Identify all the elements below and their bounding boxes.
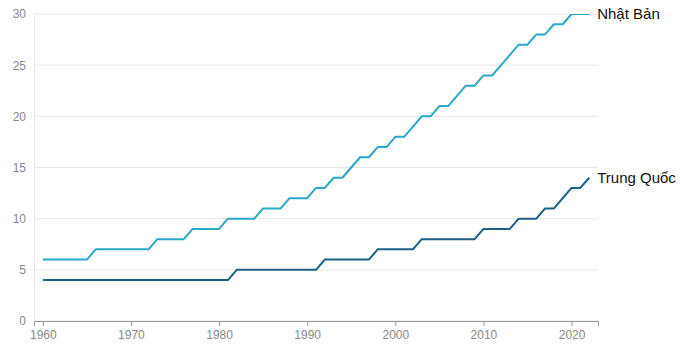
y-tick-label: 0 <box>19 314 26 328</box>
y-axis-line <box>34 15 35 322</box>
x-axis-line <box>35 322 599 327</box>
x-tick: 1970 <box>118 321 145 342</box>
y-tick: 30 <box>13 7 34 21</box>
x-tick-label: 2010 <box>471 328 498 342</box>
chart: 0 5 10 15 20 25 30 1960 1970 1980 1990 2000 2010 2020… <box>0 0 680 350</box>
x-tick-label: 1960 <box>30 328 57 342</box>
y-tick: 15 <box>13 161 34 175</box>
y-tick-label: 5 <box>19 263 26 277</box>
x-tick-mark <box>219 321 220 326</box>
y-tick-label: 20 <box>13 110 27 124</box>
y-tick-label: 30 <box>13 7 27 21</box>
y-tick: 5 <box>19 263 34 277</box>
x-tick-label: 2000 <box>382 328 409 342</box>
x-tick-mark <box>483 321 484 326</box>
x-tick: 1990 <box>294 321 321 342</box>
grid-line <box>34 14 598 15</box>
series-label: Trung Quốc <box>597 169 676 186</box>
x-tick-label: 1990 <box>294 328 321 342</box>
grid-line <box>34 65 598 66</box>
x-tick-mark <box>131 321 132 326</box>
grid-line <box>34 167 598 168</box>
x-tick: 2010 <box>471 321 498 342</box>
plot-area <box>43 14 589 280</box>
x-tick-label: 1980 <box>206 328 233 342</box>
y-axis: 0 5 10 15 20 25 30 <box>13 7 35 328</box>
y-tick: 20 <box>13 110 34 124</box>
x-tick: 1960 <box>30 321 57 342</box>
x-axis: 1960 1970 1980 1990 2000 2010 2020 <box>30 321 599 342</box>
grid-line <box>34 218 598 219</box>
x-tick-mark <box>307 321 308 326</box>
grid-line <box>34 116 598 117</box>
x-tick-mark <box>395 321 396 326</box>
x-tick: 2000 <box>382 321 409 342</box>
grid <box>34 14 598 321</box>
y-tick-label: 25 <box>13 59 27 73</box>
y-tick: 0 <box>19 314 34 328</box>
series-line <box>43 14 589 260</box>
y-tick: 25 <box>13 59 34 73</box>
x-tick-mark <box>572 321 573 326</box>
x-tick: 2020 <box>559 321 586 342</box>
y-tick-label: 10 <box>13 212 27 226</box>
x-tick-label: 1970 <box>118 328 145 342</box>
series-label: Nhật Bản <box>597 5 660 22</box>
x-tick-mark <box>43 321 44 326</box>
y-tick-label: 15 <box>13 161 27 175</box>
x-tick-label: 2020 <box>559 328 586 342</box>
x-tick: 1980 <box>206 321 233 342</box>
y-tick: 10 <box>13 212 34 226</box>
series-line <box>43 178 589 280</box>
series-labels: Nhật Bản Trung Quốc <box>597 5 676 186</box>
